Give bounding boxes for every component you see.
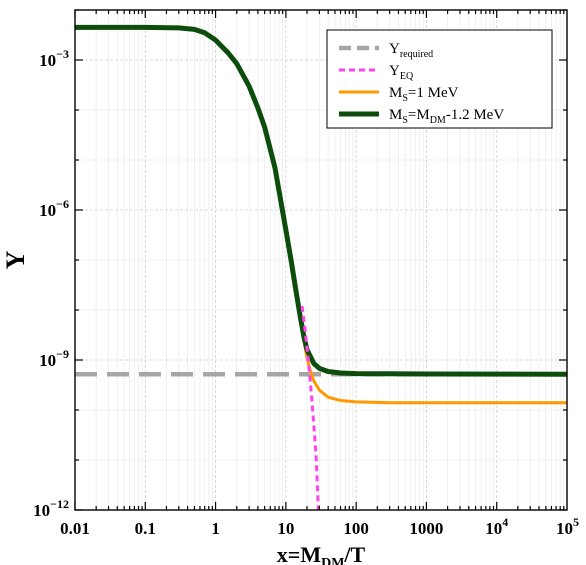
y-axis-title: Y bbox=[1, 250, 30, 269]
x-tick-label: 0.01 bbox=[60, 519, 90, 538]
x-tick-labels: 0.01 0.1 1 10 100 1000 104 105 bbox=[60, 515, 579, 538]
series-line-1 bbox=[300, 305, 320, 511]
x-tick-label: 1000 bbox=[409, 519, 443, 538]
data-series bbox=[75, 24, 568, 511]
legend: Yrequired YEQ MS=1 MeV MS=MDM-1.2 MeV bbox=[326, 29, 553, 129]
axis-ticks bbox=[74, 9, 567, 511]
y-tick-label: 10−3 bbox=[39, 47, 69, 70]
x-tick-label: 1 bbox=[211, 519, 220, 538]
y-tick-labels: 10−12 10−9 10−6 10−3 bbox=[33, 47, 69, 520]
x-tick-label: 100 bbox=[343, 519, 369, 538]
legend-label: MS=MDM-1.2 MeV bbox=[389, 107, 504, 126]
x-tick-label: 105 bbox=[556, 515, 579, 538]
series-line-3 bbox=[75, 24, 568, 377]
x-tick-label: 104 bbox=[485, 515, 508, 538]
y-tick-label: 10−9 bbox=[39, 347, 69, 370]
x-tick-label: 10 bbox=[277, 519, 294, 538]
x-axis-title: x=MDM/T bbox=[277, 542, 366, 565]
y-tick-label: 10−6 bbox=[39, 197, 69, 220]
legend-label: YEQ bbox=[389, 63, 414, 82]
y-tick-label: 10−12 bbox=[33, 497, 69, 520]
x-tick-label: 0.1 bbox=[135, 519, 156, 538]
legend-label: MS=1 MeV bbox=[389, 85, 459, 104]
legend-label: Yrequired bbox=[389, 41, 433, 60]
